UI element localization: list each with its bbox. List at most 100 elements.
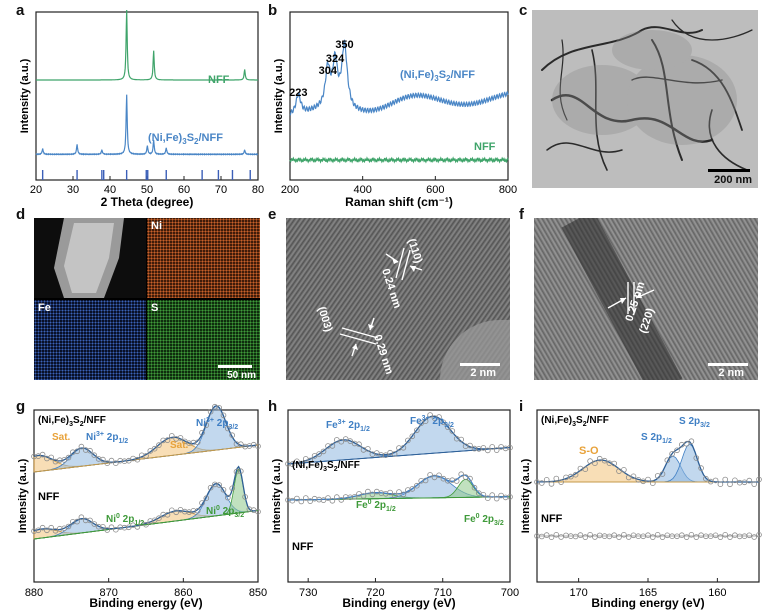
- xrd-xtick-label: 60: [178, 184, 190, 196]
- g-marks-data-point: [61, 457, 67, 463]
- g-marks-data-point: [100, 524, 106, 530]
- i-marks-data-point: [625, 534, 632, 540]
- i-marks-data-point: [722, 476, 729, 483]
- g-sat1: Sat.: [52, 432, 71, 443]
- g-marks-data-point: [48, 524, 54, 531]
- h-marks-data-point: [396, 489, 402, 495]
- i-marks-data-point: [756, 476, 762, 483]
- xrd-xtick-label: 50: [141, 184, 153, 196]
- i-marks-data-point: [674, 447, 680, 454]
- g-marks-data-point: [225, 494, 231, 501]
- h-marks-data-point: [360, 493, 367, 499]
- i-marks-data-point: [630, 532, 637, 539]
- raman-peak-label: 304: [319, 65, 338, 77]
- h-marks-data-point: [391, 492, 398, 499]
- g-xlabel: Binding energy (eV): [89, 596, 202, 610]
- h-marks-data-point: [356, 441, 362, 447]
- g-marks-data-point: [39, 451, 46, 458]
- h-xlabel: Binding energy (eV): [342, 596, 455, 610]
- g-marks-data-point: [74, 518, 80, 525]
- s-map-label: S: [151, 302, 159, 314]
- panel-label-d: d: [16, 206, 26, 223]
- h-marks-data-point: [493, 447, 500, 453]
- h-marks-data-point: [338, 438, 345, 445]
- g-ylabel: Intensity (a.u.): [17, 458, 29, 533]
- i-marks-xtick-label: 165: [639, 587, 657, 599]
- haadf-image: [34, 218, 146, 298]
- xps-fe-chart: 730 720 710 700 Intensity (a.u.) Binding en…: [271, 409, 519, 610]
- g-marks-data-point: [117, 457, 123, 464]
- panel-label-b: b: [268, 2, 278, 19]
- panel-label-i: i: [519, 398, 524, 415]
- fe-map: Fe: [34, 300, 146, 380]
- ni-map-label: Ni: [151, 220, 162, 232]
- g-lower-label: NFF: [38, 491, 60, 503]
- g-marks-data-point: [78, 443, 85, 450]
- h-marks-data-point: [342, 436, 349, 442]
- xps-s-chart: 170 165 160 Intensity (a.u.) Binding energ…: [520, 409, 762, 610]
- i-marks-data-point: [693, 534, 700, 540]
- h-marks-data-point: [338, 497, 345, 503]
- g-marks-xtick-label: 880: [25, 587, 43, 599]
- i-marks-data-point: [650, 480, 656, 486]
- i-marks-data-point: [567, 473, 574, 480]
- g-marks-data-point: [35, 527, 42, 534]
- h-marks-data-point: [467, 475, 473, 482]
- raman-xtick-label: 800: [499, 184, 517, 196]
- h-marks-envelope: [288, 474, 509, 501]
- g-marks-data-point: [220, 412, 227, 419]
- g-marks-data-point: [108, 524, 115, 530]
- h-ylabel: Intensity (a.u.): [271, 458, 283, 533]
- h-marks-data-point: [427, 472, 433, 478]
- g-marks-data-point: [186, 440, 192, 446]
- h-marks-data-point: [453, 478, 460, 484]
- raman-ylabel: Intensity (a.u.): [273, 58, 285, 133]
- i-marks-data-point: [616, 468, 622, 474]
- g-marks-data-point: [108, 457, 115, 464]
- g-marks-data-point: [126, 457, 132, 464]
- g-marks-data-point: [233, 441, 240, 447]
- g-marks-envelope: [33, 405, 257, 463]
- i-marks-xtick-label: 170: [569, 587, 587, 599]
- i-marks-data-point: [664, 457, 671, 463]
- h-fe0-2p12: Fe0 2p1/2: [356, 499, 396, 513]
- h-marks-data-point: [507, 494, 513, 500]
- raman-peak-label: 324: [326, 53, 345, 65]
- g-marks-data-point: [238, 468, 244, 474]
- h-marks-xtick-label: 700: [501, 587, 519, 599]
- raman-label-nifes: (Ni,Fe)3S2/NFF: [400, 69, 475, 83]
- h-marks-data-point: [489, 444, 496, 450]
- i-marks-data-point: [751, 534, 758, 540]
- xrd-series-line: [35, 94, 259, 156]
- i-marks-data-point: [741, 479, 748, 486]
- h-marks-data-point: [374, 450, 380, 456]
- i-marks-data-point: [756, 532, 762, 538]
- h-marks-data-point: [485, 495, 491, 501]
- g-marks-data-point: [255, 443, 261, 449]
- g-marks-data-point: [104, 460, 110, 466]
- raman-peak-label: 223: [289, 87, 307, 99]
- g-marks-data-point: [173, 509, 180, 516]
- s-map: S 50 nm: [147, 300, 260, 380]
- h-marks-data-point: [422, 418, 429, 425]
- h-marks-data-point: [480, 445, 487, 451]
- g-marks-data-point: [126, 524, 132, 531]
- i-marks-data-point: [548, 534, 555, 541]
- g-upper-label: (Ni,Fe)3S2/NFF: [38, 415, 106, 428]
- h-marks-data-point: [329, 443, 336, 449]
- g-marks-data-point: [121, 458, 128, 464]
- i-marks-data-point: [621, 467, 627, 473]
- h-marks-data-point: [320, 448, 327, 455]
- xrd-chart: 20 30 40 50 60 70 80 Intensity (a.u.) 2 Theta …: [19, 9, 264, 209]
- raman-xtick-label: 400: [353, 184, 371, 196]
- h-marks-data-point: [400, 491, 407, 498]
- h-fe3-2p12: Fe3+ 2p1/2: [326, 419, 370, 433]
- i-marks-data-point: [587, 458, 593, 464]
- g-marks-data-point: [95, 523, 102, 530]
- h-marks-data-point: [480, 492, 487, 498]
- raman-nifes-line: [289, 39, 509, 116]
- i-marks-data-point: [732, 532, 738, 539]
- g-marks-data-point: [113, 460, 119, 466]
- g-marks-data-point: [104, 527, 110, 533]
- i-marks-data-point: [722, 532, 729, 538]
